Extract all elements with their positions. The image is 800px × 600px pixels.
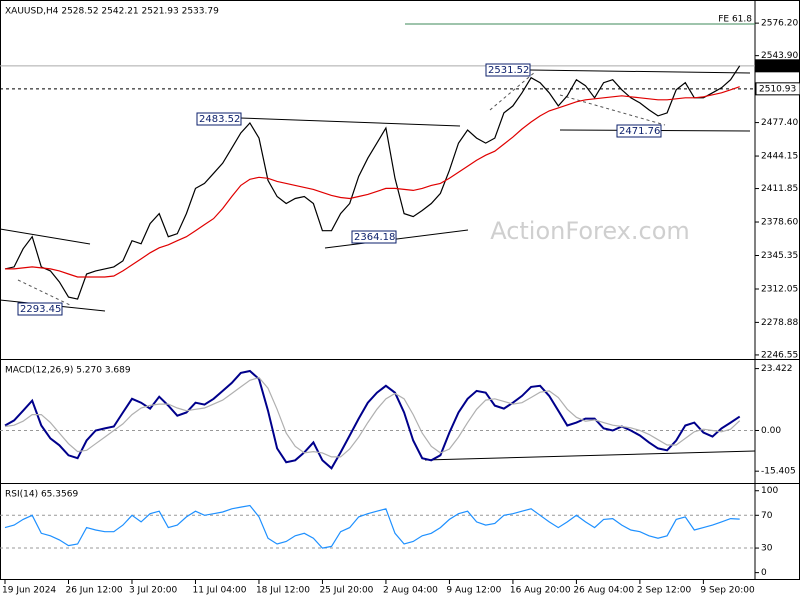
x-tick-label: 19 Jun 2024 xyxy=(2,586,56,596)
trendline xyxy=(529,69,751,74)
y-tick-label: 2278.88 xyxy=(761,318,798,328)
x-tick-label: 25 Jul 20:00 xyxy=(319,586,373,596)
series-line xyxy=(4,504,740,549)
level-label: 2510.93 xyxy=(759,84,796,94)
x-tick-label: 3 Jul 20:00 xyxy=(129,586,178,596)
x-tick-label: 26 Jun 12:00 xyxy=(65,586,122,596)
x-tick-label: 16 Aug 20:00 xyxy=(510,586,571,596)
series-line xyxy=(5,86,740,278)
annotation-box xyxy=(616,124,662,138)
series-line xyxy=(4,376,741,458)
annotation: 2531.52 xyxy=(488,65,529,76)
x-tick-label: 2 Aug 04:00 xyxy=(383,586,438,596)
annotation: 2293.45 xyxy=(20,304,61,315)
y-tick-label: 2312.05 xyxy=(761,285,798,295)
y-tick-label: 2576.20 xyxy=(761,19,798,29)
x-tick-label: 18 Jul 12:00 xyxy=(256,586,310,596)
annotation-box xyxy=(196,112,242,126)
trendline xyxy=(559,94,666,126)
panel-title: MACD(12,26,9) 5.270 3.689 xyxy=(5,366,131,376)
y-tick-label: 30 xyxy=(761,544,773,554)
y-tick-label: 100 xyxy=(761,486,778,496)
watermark: ActionForex.com xyxy=(490,217,690,245)
trendline xyxy=(424,450,756,461)
y-tick-label: 2378.60 xyxy=(761,218,798,228)
trendline xyxy=(0,228,91,245)
annotation-box xyxy=(351,230,397,244)
y-tick-label: 23.422 xyxy=(761,364,793,374)
y-tick-label: 70 xyxy=(761,511,773,521)
annotation: 2471.76 xyxy=(619,126,660,137)
trendline xyxy=(17,279,71,306)
annotation-box xyxy=(485,63,531,77)
x-tick-label: 9 Sep 20:00 xyxy=(700,586,755,596)
y-tick-label: 2444.15 xyxy=(761,152,798,162)
series-line xyxy=(4,369,741,470)
annotation: 2364.18 xyxy=(354,232,395,243)
annotation: 2483.52 xyxy=(199,114,240,125)
y-tick-label: -15.405 xyxy=(761,467,796,477)
y-tick-label: 0.00 xyxy=(761,426,781,436)
x-tick-label: 26 Aug 04:00 xyxy=(573,586,634,596)
y-tick-label: 2246.55 xyxy=(761,350,798,360)
series-line xyxy=(4,65,741,300)
x-tick-label: 9 Aug 12:00 xyxy=(446,586,501,596)
level-label: 2533.79 xyxy=(759,61,796,71)
x-tick-label: 2 Sep 12:00 xyxy=(637,586,692,596)
y-tick-label: 0 xyxy=(761,568,767,578)
annotation-box xyxy=(17,302,63,316)
y-tick-label: 2345.35 xyxy=(761,251,798,261)
trendline xyxy=(239,117,461,127)
y-tick-label: 2543.90 xyxy=(761,51,798,61)
level-box xyxy=(755,59,800,73)
fe-label: FE 61.8 xyxy=(718,15,752,25)
panel-title: XAUUSD,H4 2528.52 2542.21 2521.93 2533.7… xyxy=(5,7,219,17)
y-tick-label: 2477.40 xyxy=(761,118,798,128)
y-tick-label: 2411.85 xyxy=(761,184,798,194)
level-box xyxy=(755,82,800,96)
x-tick-label: 11 Jul 04:00 xyxy=(192,586,246,596)
panel-title: RSI(14) 65.3569 xyxy=(5,490,78,500)
trendline xyxy=(489,71,536,111)
